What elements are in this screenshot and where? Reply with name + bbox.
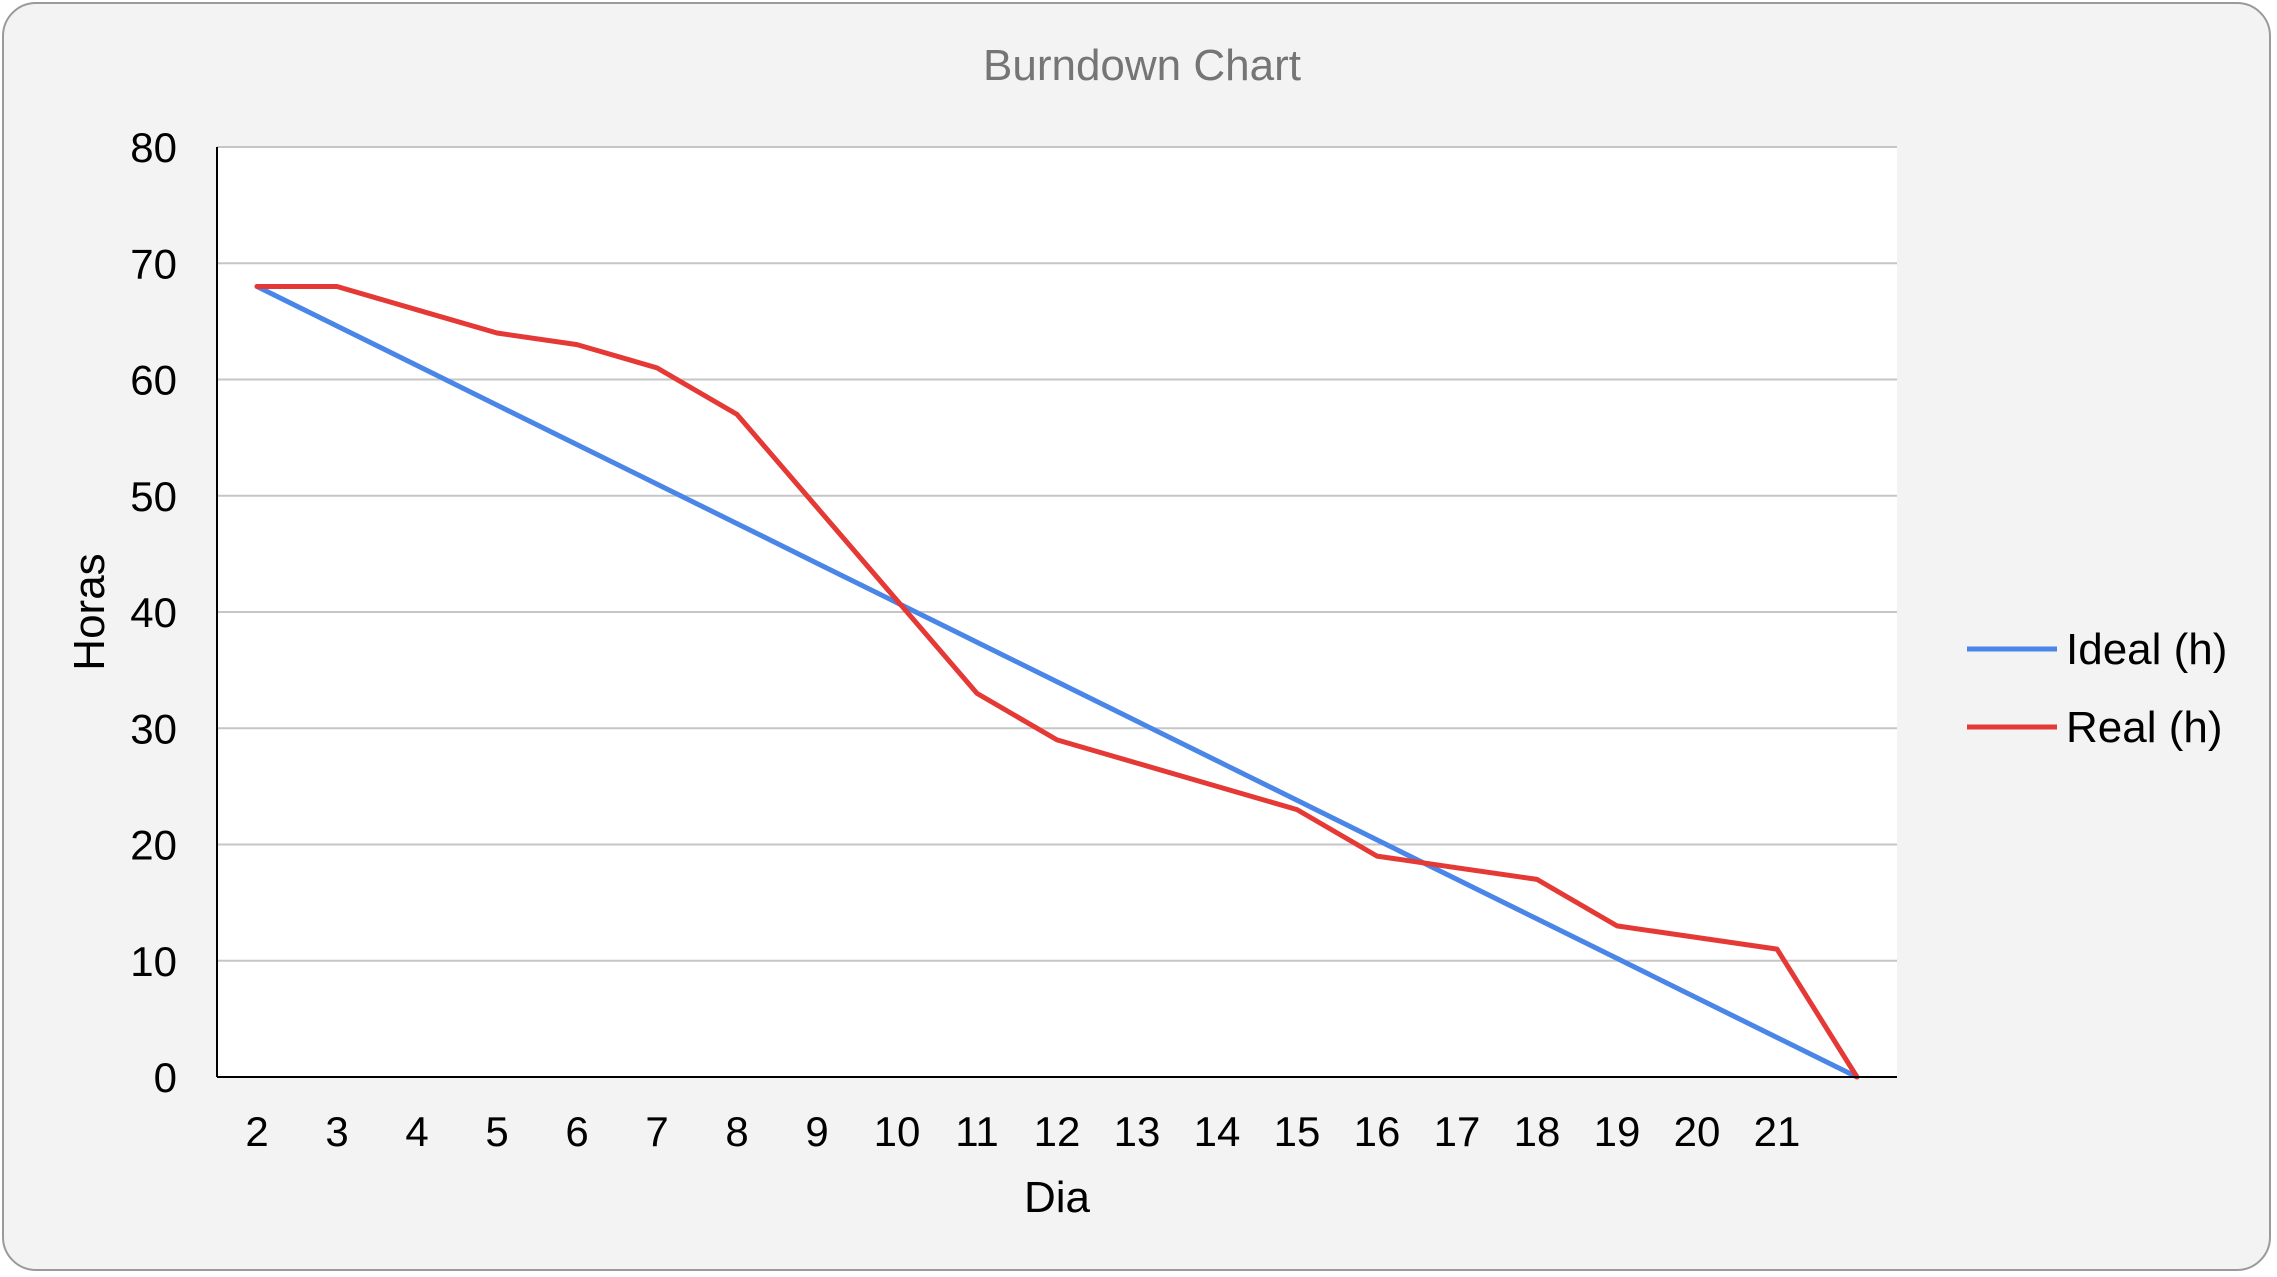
x-tick-label: 10 xyxy=(874,1108,921,1155)
legend-label: Real (h) xyxy=(2066,703,2223,752)
x-tick-label: 7 xyxy=(645,1108,668,1155)
y-axis-label: Horas xyxy=(65,553,114,670)
y-axis-ticks: 0 10 20 30 40 50 60 70 80 xyxy=(130,124,177,1101)
x-tick-label: 11 xyxy=(955,1108,999,1155)
y-tick-label: 60 xyxy=(130,357,177,404)
x-tick-label: 5 xyxy=(485,1108,508,1155)
y-tick-label: 70 xyxy=(130,240,177,287)
chart: Burndown Chart 0 10 20 30 40 50 60 70 80 2 3 4 5 6 7 8… xyxy=(65,41,2227,1222)
y-tick-label: 50 xyxy=(130,473,177,520)
y-tick-label: 10 xyxy=(130,938,177,985)
series-lines xyxy=(254,284,1860,1080)
y-tick-label: 40 xyxy=(130,589,177,636)
x-tick-label: 19 xyxy=(1594,1108,1641,1155)
x-tick-label: 16 xyxy=(1354,1108,1401,1155)
x-tick-label: 12 xyxy=(1034,1108,1081,1155)
x-tick-label: 20 xyxy=(1674,1108,1721,1155)
y-tick-label: 20 xyxy=(130,822,177,869)
x-tick-label: 9 xyxy=(805,1108,828,1155)
series-line-ideal xyxy=(254,284,1860,1080)
y-tick-label: 0 xyxy=(154,1054,177,1101)
y-tick-label: 30 xyxy=(130,705,177,752)
x-axis-label: Dia xyxy=(1024,1173,1091,1222)
x-tick-label: 15 xyxy=(1274,1108,1321,1155)
x-axis-ticks: 2 3 4 5 6 7 8 9 10 11 12 13 14 15 16 17 18 19 20 21 xyxy=(245,1108,1800,1155)
x-tick-label: 21 xyxy=(1754,1108,1801,1155)
x-tick-label: 17 xyxy=(1434,1108,1481,1155)
gridlines xyxy=(217,146,1897,962)
chart-title: Burndown Chart xyxy=(983,41,1301,90)
x-tick-label: 4 xyxy=(405,1108,428,1155)
x-tick-label: 18 xyxy=(1514,1108,1561,1155)
x-tick-label: 6 xyxy=(565,1108,588,1155)
legend: Ideal (h) Real (h) xyxy=(1967,625,2227,752)
y-tick-label: 80 xyxy=(130,124,177,171)
x-tick-label: 13 xyxy=(1114,1108,1161,1155)
x-tick-label: 3 xyxy=(325,1108,348,1155)
x-tick-label: 8 xyxy=(725,1108,748,1155)
legend-label: Ideal (h) xyxy=(2066,625,2227,674)
series-line-real xyxy=(254,284,1860,1080)
x-tick-label: 14 xyxy=(1194,1108,1241,1155)
x-tick-label: 2 xyxy=(245,1108,268,1155)
